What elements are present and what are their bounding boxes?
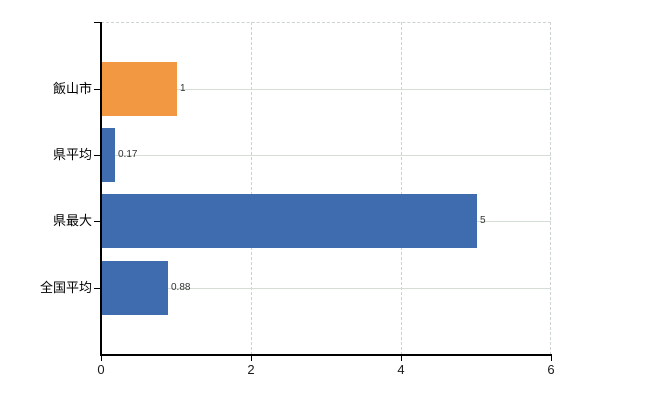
y-axis <box>100 22 102 356</box>
x-tick <box>101 356 102 361</box>
y-axis-top-tick <box>94 22 101 23</box>
x-tick <box>551 356 552 361</box>
bar <box>102 261 168 315</box>
plot-border <box>101 22 551 355</box>
category-label: 飯山市 <box>52 81 92 96</box>
bar <box>102 62 177 116</box>
category-label: 県最大 <box>52 213 92 228</box>
v-gridline <box>251 22 252 355</box>
bar-value-label: 0.17 <box>118 149 138 160</box>
x-tick-label: 2 <box>247 362 255 377</box>
v-gridline <box>401 22 402 355</box>
x-tick-label: 4 <box>397 362 405 377</box>
bar <box>102 194 477 248</box>
category-label: 全国平均 <box>39 280 92 295</box>
h-gridline <box>101 288 551 289</box>
h-gridline <box>101 155 551 156</box>
y-tick <box>94 288 101 289</box>
bar <box>102 128 115 182</box>
x-tick-label: 0 <box>97 362 105 377</box>
category-label: 県平均 <box>52 147 92 162</box>
y-tick <box>94 221 101 222</box>
bar-value-label: 1 <box>180 83 186 94</box>
x-axis <box>100 354 552 356</box>
x-tick <box>401 356 402 361</box>
y-tick <box>94 155 101 156</box>
bar-value-label: 5 <box>480 215 486 226</box>
x-tick <box>251 356 252 361</box>
y-tick <box>94 89 101 90</box>
x-tick-label: 6 <box>547 362 555 377</box>
h-gridline <box>101 89 551 90</box>
bar-value-label: 0.88 <box>171 282 191 293</box>
